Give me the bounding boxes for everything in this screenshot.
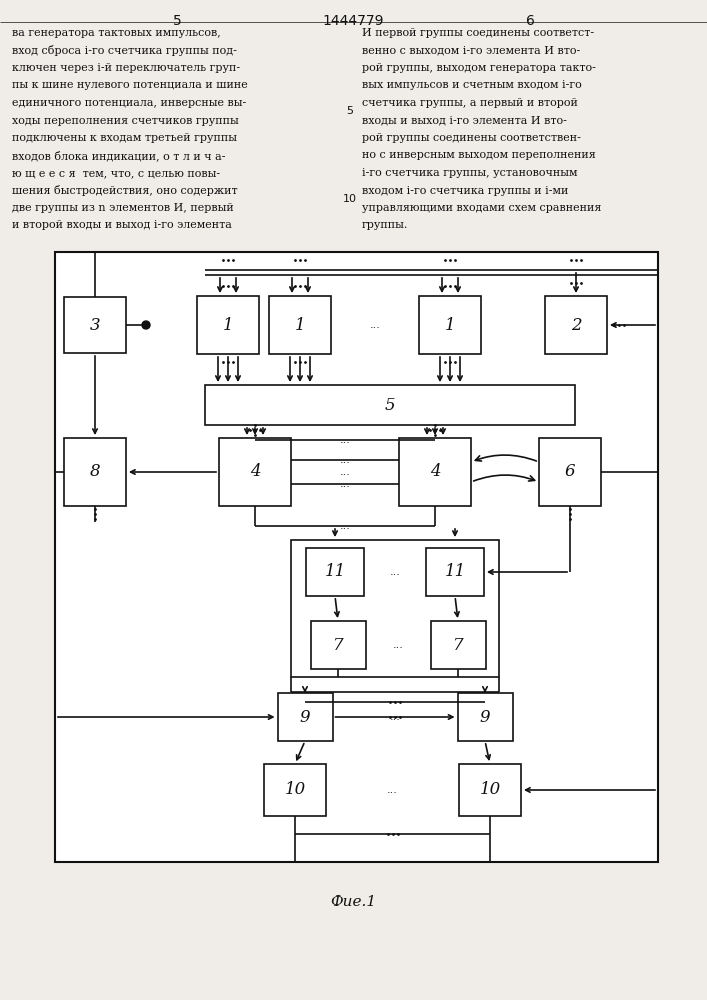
Bar [278,693,332,741]
Text: ...: ... [339,521,351,531]
Text: ...: ... [387,785,398,795]
Text: рой группы, выходом генератора такто-: рой группы, выходом генератора такто- [362,63,596,73]
Text: 5: 5 [385,396,395,414]
Bar [264,764,326,816]
Text: 7: 7 [333,637,344,654]
Text: 7: 7 [452,637,463,654]
Text: ...: ... [370,320,380,330]
Text: 10: 10 [343,194,357,204]
Text: ...: ... [339,467,351,477]
Text: ...: ... [339,455,351,465]
Text: И первой группы соединены соответст-: И первой группы соединены соответст- [362,28,594,38]
Bar [197,296,259,354]
Text: управляющими входами схем сравнения: управляющими входами схем сравнения [362,203,602,213]
Text: рой группы соединены соответствен-: рой группы соединены соответствен- [362,133,581,143]
Text: шения быстродействия, оно содержит: шения быстродействия, оно содержит [12,186,238,196]
Bar [64,297,126,353]
Text: 9: 9 [479,708,491,726]
Text: 1: 1 [295,316,305,334]
Text: 2: 2 [571,316,581,334]
Text: 10: 10 [479,782,501,798]
Text: 4: 4 [250,464,260,481]
Text: 1444779: 1444779 [322,14,384,28]
Text: ...: ... [390,712,400,722]
Text: 10: 10 [284,782,305,798]
Text: ходы переполнения счетчиков группы: ходы переполнения счетчиков группы [12,115,239,125]
Text: подключены к входам третьей группы: подключены к входам третьей группы [12,133,237,143]
Text: и второй входы и выход i-го элемента: и второй входы и выход i-го элемента [12,221,232,231]
Text: 4: 4 [430,464,440,481]
Bar [269,296,331,354]
Circle shape [142,321,150,329]
Text: входов блока индикации, о т л и ч а-: входов блока индикации, о т л и ч а- [12,150,226,161]
Text: ...: ... [390,567,400,577]
Text: ...: ... [392,640,404,650]
Text: венно с выходом i-го элемента И вто-: венно с выходом i-го элемента И вто- [362,45,580,55]
Text: 6: 6 [565,464,575,481]
Text: ...: ... [339,435,351,445]
Text: 8: 8 [90,464,100,481]
Text: 1: 1 [445,316,455,334]
Bar [219,438,291,506]
Text: Фие.1: Фие.1 [330,895,376,909]
Text: ва генератора тактовых импульсов,: ва генератора тактовых импульсов, [12,28,221,38]
Text: счетчика группы, а первый и второй: счетчика группы, а первый и второй [362,98,578,108]
Text: 5: 5 [346,106,354,116]
Text: вых импульсов и счетным входом i-го: вых импульсов и счетным входом i-го [362,81,582,91]
Text: входы и выход i-го элемента И вто-: входы и выход i-го элемента И вто- [362,115,567,125]
Bar [205,385,575,425]
Bar [431,621,486,669]
Text: группы.: группы. [362,221,409,231]
Text: i-го счетчика группы, установочным: i-го счетчика группы, установочным [362,168,578,178]
Text: 11: 11 [325,564,346,580]
Text: две группы из n элементов И, первый: две группы из n элементов И, первый [12,203,234,213]
Text: 11: 11 [445,564,466,580]
Bar [306,548,364,596]
Text: 1: 1 [223,316,233,334]
Bar [545,296,607,354]
Text: 3: 3 [90,316,100,334]
Bar [419,296,481,354]
Bar [291,540,499,677]
Bar [539,438,601,506]
Text: 5: 5 [173,14,182,28]
Text: 9: 9 [300,708,310,726]
Bar [459,764,521,816]
Bar [457,693,513,741]
Bar [399,438,471,506]
Text: единичного потенциала, инверсные вы-: единичного потенциала, инверсные вы- [12,98,246,108]
Text: ключен через i-й переключатель груп-: ключен через i-й переключатель груп- [12,63,240,73]
Bar [310,621,366,669]
Text: входом i-го счетчика группы и i-ми: входом i-го счетчика группы и i-ми [362,186,568,196]
Bar [64,438,126,506]
Bar [55,252,658,862]
Text: ю щ е е с я  тем, что, с целью повы-: ю щ е е с я тем, что, с целью повы- [12,168,220,178]
Text: ...: ... [339,479,351,489]
Bar [426,548,484,596]
Text: пы к шине нулевого потенциала и шине: пы к шине нулевого потенциала и шине [12,81,247,91]
Text: но с инверсным выходом переполнения: но с инверсным выходом переполнения [362,150,596,160]
Text: 6: 6 [525,14,534,28]
Text: вход сброса i-го счетчика группы под-: вход сброса i-го счетчика группы под- [12,45,237,56]
